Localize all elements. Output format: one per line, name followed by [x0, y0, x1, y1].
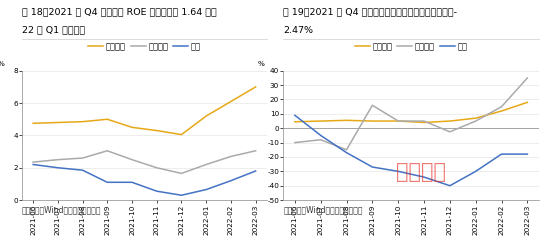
电力设备: [395, 120, 402, 122]
电力设备: [30, 161, 36, 163]
食品饮料: [30, 122, 36, 125]
电力设备: [153, 166, 160, 169]
食品饮料: [498, 110, 505, 112]
电力设备: [317, 138, 324, 141]
电力设备: [369, 104, 376, 107]
电力设备: [104, 149, 111, 152]
Line: 食品饮料: 食品饮料: [33, 87, 256, 135]
电力设备: [129, 158, 135, 161]
食品饮料: [472, 117, 479, 120]
Text: 河南龙网: 河南龙网: [397, 162, 447, 182]
汽车: [79, 169, 86, 172]
电力设备: [292, 141, 298, 144]
汽车: [104, 181, 111, 184]
食品饮料: [369, 120, 376, 122]
汽车: [252, 170, 259, 173]
食品饮料: [153, 129, 160, 132]
食品饮料: [79, 120, 86, 123]
汽车: [228, 179, 234, 182]
Legend: 食品饮料, 电力设备, 汽车: 食品饮料, 电力设备, 汽车: [85, 39, 204, 54]
汽车: [129, 181, 135, 184]
食品饮料: [292, 120, 298, 123]
Legend: 食品饮料, 电力设备, 汽车: 食品饮料, 电力设备, 汽车: [351, 39, 471, 54]
Text: 图 18：2021 年 Q4 电力设备 ROE 快速下降至 1.64 并于: 图 18：2021 年 Q4 电力设备 ROE 快速下降至 1.64 并于: [22, 7, 217, 16]
汽车: [472, 170, 479, 173]
食品饮料: [54, 121, 61, 124]
Text: 2.47%: 2.47%: [283, 26, 313, 35]
汽车: [54, 166, 61, 169]
Text: %: %: [257, 61, 265, 67]
汽车: [524, 153, 531, 156]
汽车: [421, 176, 427, 179]
Text: 资料来源：Wind，国海证券研究所: 资料来源：Wind，国海证券研究所: [22, 205, 102, 214]
食品饮料: [228, 100, 234, 103]
电力设备: [178, 172, 185, 175]
电力设备: [498, 105, 505, 108]
食品饮料: [178, 133, 185, 136]
食品饮料: [317, 120, 324, 122]
电力设备: [252, 149, 259, 152]
食品饮料: [447, 120, 453, 122]
Line: 汽车: 汽车: [33, 164, 256, 195]
汽车: [203, 188, 210, 191]
食品饮料: [524, 101, 531, 104]
食品饮料: [252, 85, 259, 88]
食品饮料: [395, 120, 402, 122]
汽车: [447, 184, 453, 187]
电力设备: [447, 130, 453, 133]
Line: 电力设备: 电力设备: [33, 151, 256, 173]
Text: 图 19：2021 年 Q4 电力设备归母净利润同比增速回落至-: 图 19：2021 年 Q4 电力设备归母净利润同比增速回落至-: [283, 7, 457, 16]
Text: 资料来源：Wind，国海证券研究所: 资料来源：Wind，国海证券研究所: [283, 205, 363, 214]
汽车: [343, 151, 350, 154]
电力设备: [203, 163, 210, 166]
食品饮料: [421, 121, 427, 124]
汽车: [395, 170, 402, 173]
食品饮料: [104, 118, 111, 121]
汽车: [178, 194, 185, 197]
食品饮料: [129, 126, 135, 129]
汽车: [292, 114, 298, 117]
食品饮料: [343, 119, 350, 122]
Line: 食品饮料: 食品饮料: [295, 102, 527, 122]
汽车: [498, 153, 505, 156]
Line: 电力设备: 电力设备: [295, 78, 527, 150]
食品饮料: [203, 115, 210, 118]
汽车: [317, 134, 324, 137]
电力设备: [343, 148, 350, 151]
电力设备: [421, 120, 427, 122]
Text: %: %: [0, 61, 4, 67]
汽车: [369, 166, 376, 169]
电力设备: [79, 157, 86, 160]
汽车: [30, 163, 36, 166]
电力设备: [524, 76, 531, 79]
电力设备: [54, 158, 61, 161]
Line: 汽车: 汽车: [295, 115, 527, 186]
电力设备: [472, 120, 479, 122]
电力设备: [228, 155, 234, 158]
Text: 22 年 Q1 触底反弹: 22 年 Q1 触底反弹: [22, 26, 85, 35]
汽车: [153, 190, 160, 193]
